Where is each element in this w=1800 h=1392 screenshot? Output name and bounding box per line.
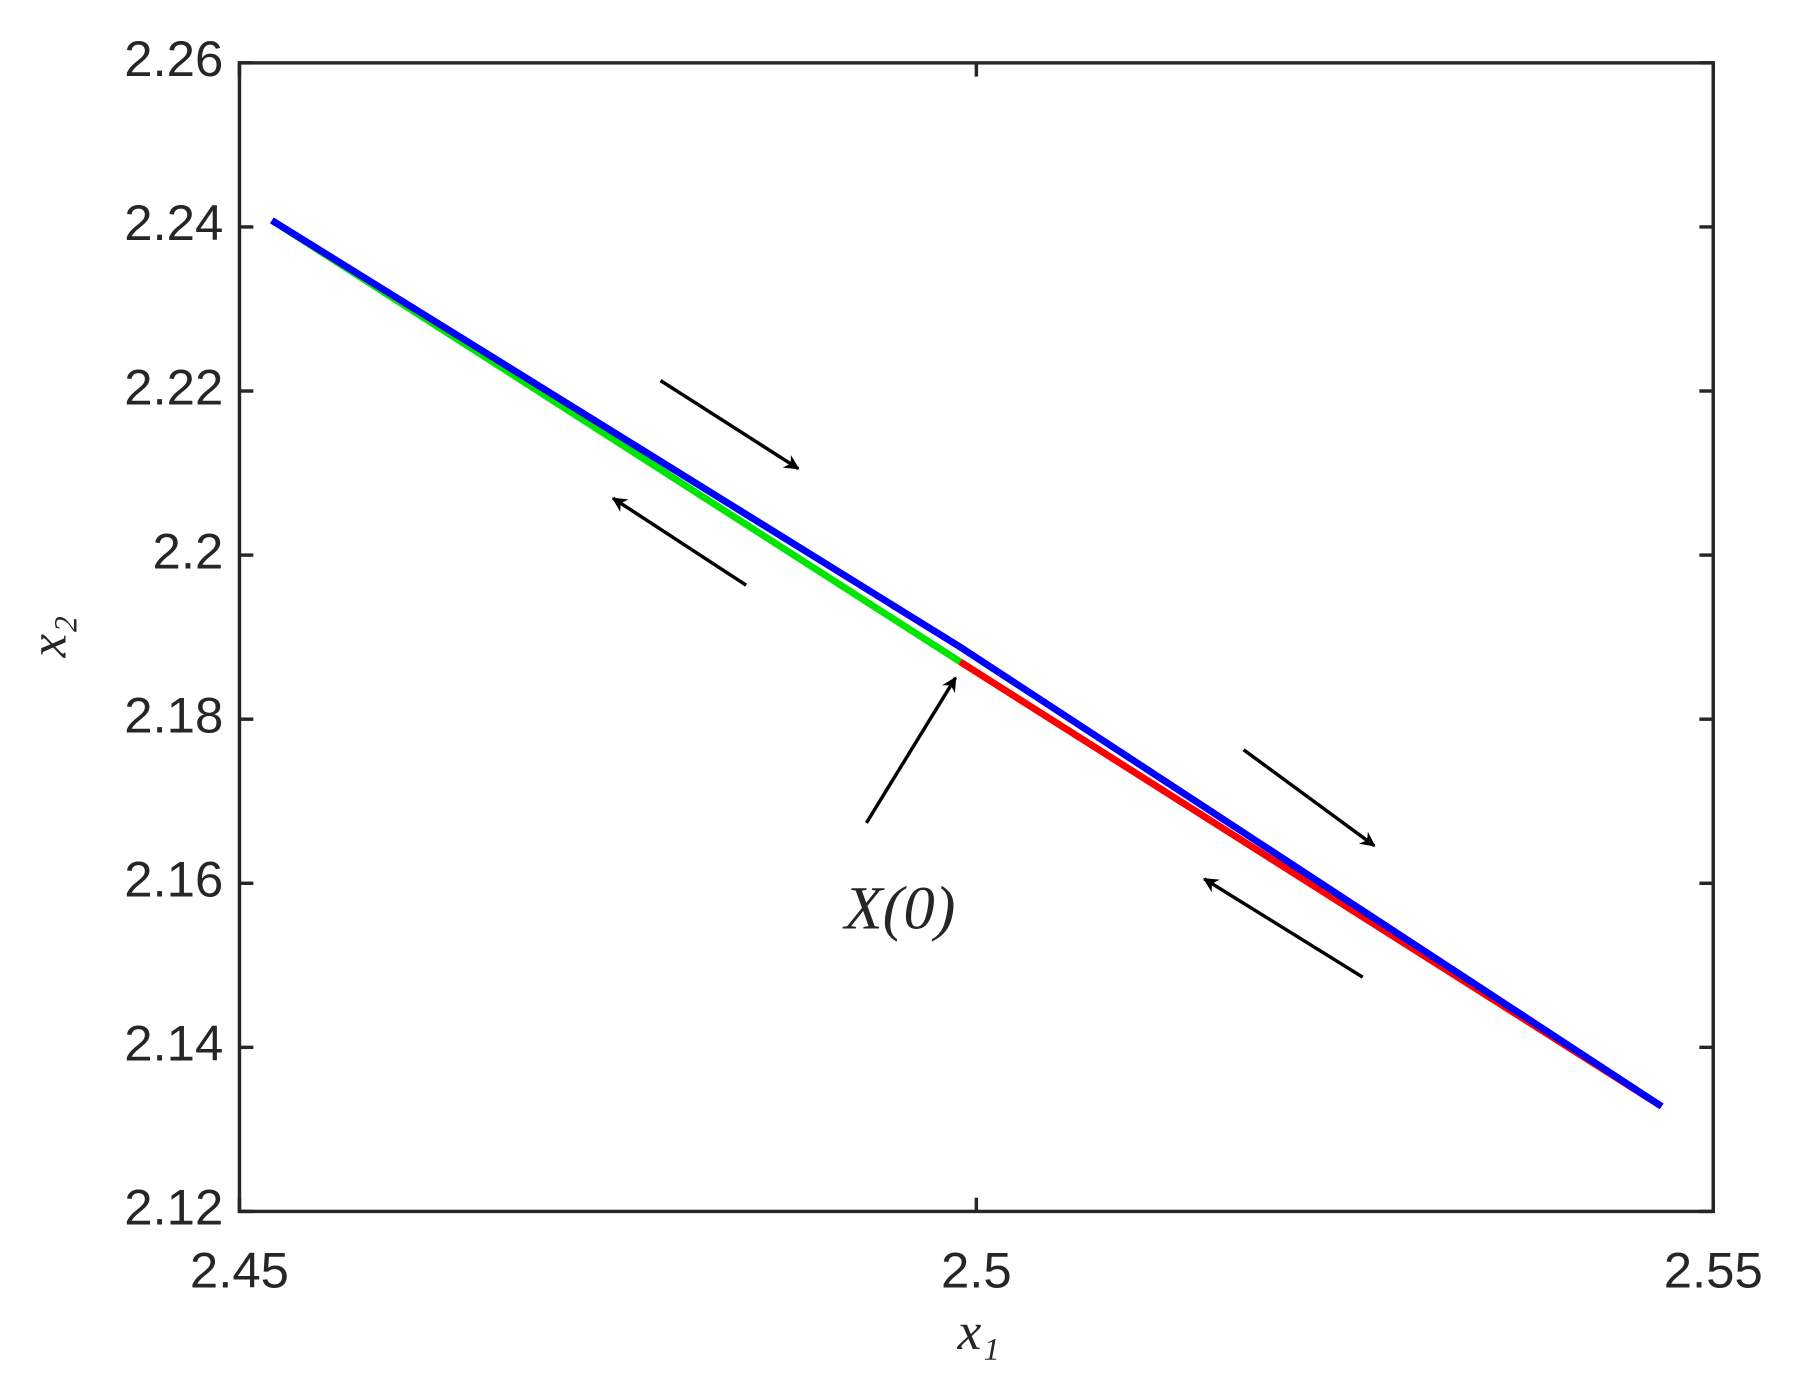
y-tick-label: 2.12 — [124, 1179, 223, 1236]
y-tick-label: 2.2 — [153, 523, 224, 580]
x-tick-label: 2.5 — [941, 1242, 1012, 1299]
y-axis-label: x₂ — [19, 616, 77, 659]
y-tick-label: 2.16 — [124, 851, 223, 908]
x-axis-label: x₁ — [957, 1303, 1000, 1361]
x-tick-label: 2.55 — [1664, 1242, 1763, 1299]
plot-area: 2.12 2.14 2.16 2.18 2.2 2.22 2.24 2.26 2.45 2.5 2.… — [124, 30, 1763, 1298]
y-tick-label: 2.14 — [124, 1015, 223, 1072]
data-line — [270, 217, 1664, 1110]
y-tick-label: 2.22 — [124, 359, 223, 416]
arrow — [1242, 748, 1376, 848]
y-tick-label: 2.18 — [124, 687, 223, 744]
y-tick-label: 2.26 — [124, 30, 223, 87]
arrow — [611, 496, 748, 587]
annotation-arrows — [611, 379, 1376, 979]
arrow — [659, 379, 800, 471]
x-tick-label: 2.45 — [190, 1242, 289, 1299]
arrow — [864, 676, 958, 824]
annotation: X(0) — [841, 875, 955, 943]
axes-box — [237, 61, 1715, 1214]
y-tick-label: 2.24 — [124, 194, 223, 251]
arrow — [1202, 877, 1364, 979]
